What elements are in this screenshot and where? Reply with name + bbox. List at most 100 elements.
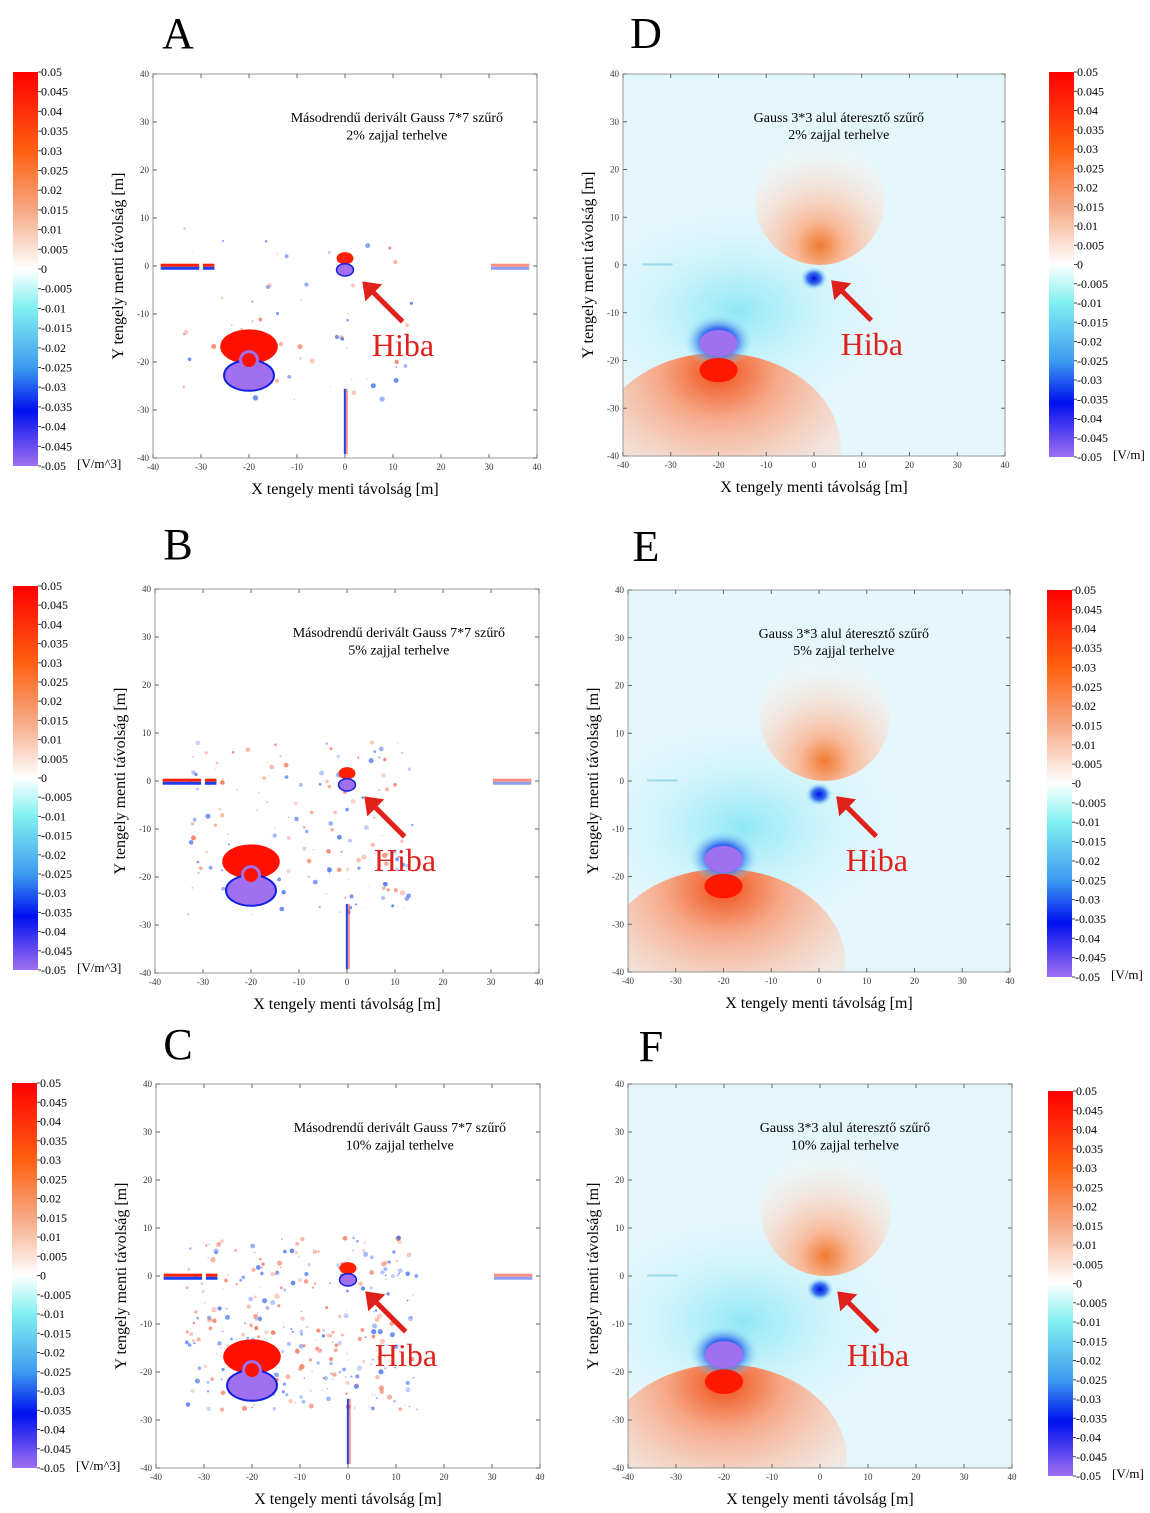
noise-dot	[345, 867, 350, 872]
y-tick-label: 40	[615, 585, 625, 595]
x-tick-label: -30	[198, 1472, 210, 1482]
noise-dot	[350, 1375, 353, 1378]
noise-dot	[287, 374, 292, 379]
arrow-head	[831, 280, 852, 301]
colorbar-tick-label: -0.01	[41, 301, 66, 315]
noise-dot	[379, 1338, 386, 1345]
colorbar-tick-label: 0.03	[1077, 142, 1098, 156]
noise-dot	[393, 260, 398, 264]
noise-dot	[274, 827, 276, 829]
noise-dot	[381, 773, 386, 778]
noise-dot	[283, 1249, 287, 1254]
noise-dot	[312, 879, 318, 885]
noise-dot	[293, 801, 298, 806]
noise-dot	[321, 1389, 324, 1391]
noise-dot	[336, 867, 342, 873]
colorbar-tick-label: -0.02	[40, 1346, 65, 1360]
arrow-label: Hiba	[846, 842, 908, 878]
noise-dot	[320, 1349, 322, 1351]
colorbar	[1049, 72, 1074, 457]
noise-dot	[400, 839, 404, 844]
y-tick-label: -30	[139, 920, 151, 930]
colorbar-tick-label: 0.045	[40, 1095, 67, 1109]
noise-dot	[286, 835, 291, 840]
colorbar-tick-label: -0.02	[1075, 854, 1100, 868]
noise-dot	[383, 1367, 387, 1370]
noise-dot	[370, 740, 375, 745]
y-tick-label: -10	[137, 309, 149, 319]
arrow-label: Hiba	[841, 326, 903, 362]
colorbar-tick-label: 0.015	[41, 203, 68, 217]
anomaly-core	[239, 350, 259, 371]
noise-dot	[355, 903, 358, 906]
noise-dot	[282, 1382, 287, 1386]
noise-dot	[361, 1359, 366, 1363]
noise-dot	[295, 1242, 300, 1246]
noise-dot	[276, 253, 279, 255]
noise-dot	[301, 1399, 306, 1404]
noise-dot	[184, 1340, 189, 1345]
noise-dot	[297, 1367, 303, 1372]
x-axis-label: X tengely menti távolság [m]	[254, 1491, 442, 1508]
x-tick-label: 0	[345, 977, 350, 987]
noise-dot	[212, 1318, 217, 1323]
noise-dot	[368, 885, 370, 887]
panel: -40 -30 -20 -10 0 10 20 30 40 -40 -30 -20 -10 0 10 20 30…	[13, 520, 544, 1013]
y-tick-label: -10	[612, 1319, 624, 1329]
x-tick-label: -30	[665, 460, 677, 470]
x-tick-label: 20	[905, 460, 915, 470]
noise-dot	[325, 892, 328, 895]
noise-dot	[183, 329, 189, 335]
noise-dot	[332, 1341, 334, 1344]
noise-dot	[217, 1341, 222, 1346]
noise-dot	[309, 810, 314, 815]
noise-dot	[258, 1257, 262, 1261]
heatmap-field	[628, 590, 1010, 972]
noise-dot	[264, 1329, 269, 1335]
noise-dot	[359, 1290, 362, 1292]
noise-dot	[371, 1329, 377, 1335]
noise-dot	[201, 1290, 205, 1293]
noise-dot	[251, 300, 254, 303]
noise-dot	[210, 1256, 216, 1263]
noise-dot	[322, 1377, 325, 1379]
lobe-top	[754, 135, 885, 265]
noise-dot	[299, 1329, 304, 1334]
colorbar-tick-label: 0.05	[1075, 583, 1096, 597]
noise-dot	[318, 782, 322, 786]
noise-dot	[365, 1241, 367, 1243]
noise-dot	[220, 1239, 224, 1243]
noise-dot	[294, 1348, 300, 1354]
noise-dot	[400, 862, 406, 867]
noise-dot	[265, 285, 270, 290]
noise-dot	[338, 911, 341, 913]
y-tick-label: -30	[137, 405, 149, 415]
colorbar-tick-label: 0.02	[1077, 181, 1098, 195]
x-axis-label: X tengely menti távolság [m]	[726, 1491, 914, 1508]
noise-dot	[185, 1330, 189, 1334]
heatmap-field	[628, 1084, 1012, 1468]
noise-dot	[371, 1406, 375, 1411]
x-tick-label: 40	[1008, 1472, 1018, 1482]
y-tick-label: -20	[139, 872, 151, 882]
noise-dot	[356, 1365, 363, 1371]
colorbar-tick-label: 0.02	[1075, 699, 1096, 713]
fault-halo	[805, 782, 833, 806]
x-tick-label: -20	[718, 976, 730, 986]
fault-positive	[339, 1262, 357, 1275]
noise-dot	[378, 746, 384, 752]
colorbar-tick-label: -0.005	[1075, 796, 1106, 810]
noise-dot	[338, 1370, 342, 1374]
arrow-head	[837, 1291, 858, 1312]
noise-dot	[328, 821, 333, 826]
noise-dot	[378, 756, 381, 759]
panel-letter: E	[633, 522, 660, 571]
colorbar-tick-label: -0.015	[41, 321, 72, 335]
noise-dot	[349, 894, 354, 899]
colorbar-unit: [V/m]	[1111, 967, 1143, 982]
noise-dot	[340, 337, 345, 341]
noise-dot	[275, 1270, 279, 1274]
noise-dot	[344, 896, 347, 899]
noise-dot	[393, 1344, 399, 1349]
noise-dot	[220, 296, 223, 299]
